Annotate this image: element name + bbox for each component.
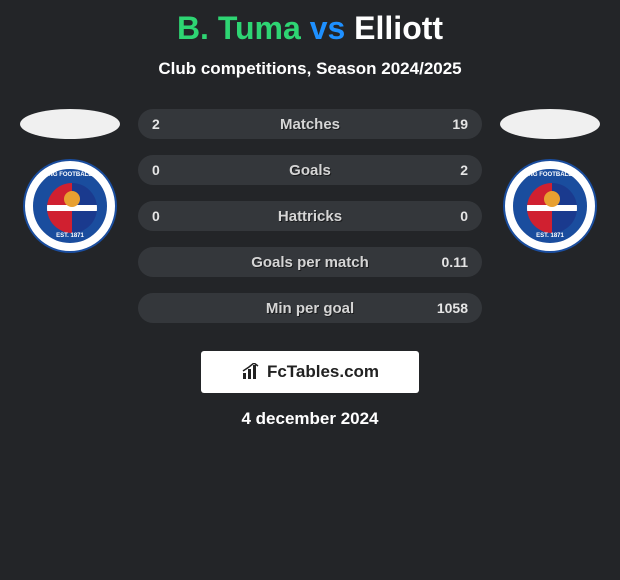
- club-ring-top: READING FOOTBALL CLUB: [25, 172, 115, 178]
- stat-left-value: 0: [152, 162, 160, 178]
- stat-label: Min per goal: [138, 300, 482, 317]
- player2-placeholder: [500, 109, 600, 139]
- club-ring-top: READING FOOTBALL CLUB: [505, 172, 595, 178]
- brand-box[interactable]: FcTables.com: [201, 351, 419, 393]
- date-text: 4 december 2024: [0, 409, 620, 429]
- player2-club-logo: READING FOOTBALL CLUB EST. 1871: [503, 159, 597, 253]
- stat-row: 0 Goals 2: [138, 155, 482, 185]
- club-ring-bottom: EST. 1871: [505, 233, 595, 239]
- stat-row: Goals per match 0.11: [138, 247, 482, 277]
- player2-name: Elliott: [354, 10, 443, 46]
- subtitle: Club competitions, Season 2024/2025: [0, 59, 620, 79]
- stat-right-value: 2: [460, 162, 468, 178]
- stat-right-value: 0: [460, 208, 468, 224]
- stat-right-value: 0.11: [442, 254, 468, 270]
- stat-left-value: 0: [152, 208, 160, 224]
- vs-text: vs: [310, 10, 346, 46]
- stat-label: Goals per match: [138, 254, 482, 271]
- stat-right-value: 1058: [437, 300, 468, 316]
- stat-label: Hattricks: [138, 208, 482, 225]
- page-title: B. Tuma vs Elliott: [0, 10, 620, 47]
- stats-list: 2 Matches 19 0 Goals 2 0 Hattricks 0 Goa…: [138, 109, 482, 323]
- comparison-area: READING FOOTBALL CLUB EST. 1871 2 Matche…: [0, 109, 620, 323]
- left-column: READING FOOTBALL CLUB EST. 1871: [20, 109, 120, 253]
- right-column: READING FOOTBALL CLUB EST. 1871: [500, 109, 600, 253]
- stat-label: Goals: [138, 162, 482, 179]
- stat-row: 2 Matches 19: [138, 109, 482, 139]
- player1-club-logo: READING FOOTBALL CLUB EST. 1871: [23, 159, 117, 253]
- club-ring-bottom: EST. 1871: [25, 233, 115, 239]
- brand-text: FcTables.com: [267, 362, 379, 382]
- stat-label: Matches: [138, 116, 482, 133]
- player1-name: B. Tuma: [177, 10, 301, 46]
- chart-icon: [241, 363, 263, 381]
- stat-left-value: 2: [152, 116, 160, 132]
- stat-right-value: 19: [452, 116, 468, 132]
- stat-row: Min per goal 1058: [138, 293, 482, 323]
- player1-placeholder: [20, 109, 120, 139]
- stat-row: 0 Hattricks 0: [138, 201, 482, 231]
